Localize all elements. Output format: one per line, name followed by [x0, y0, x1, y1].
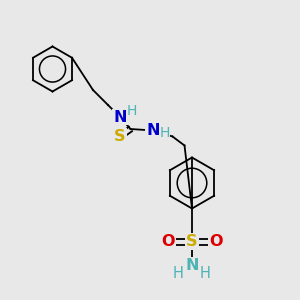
Text: O: O: [161, 234, 175, 249]
Text: H: H: [200, 266, 211, 281]
Text: N: N: [185, 258, 199, 273]
Text: H: H: [159, 127, 170, 140]
Text: S: S: [114, 129, 126, 144]
Text: N: N: [113, 110, 127, 124]
Text: H: H: [127, 104, 137, 118]
Text: O: O: [209, 234, 223, 249]
Text: H: H: [173, 266, 184, 281]
Text: N: N: [146, 123, 160, 138]
Text: S: S: [186, 234, 198, 249]
